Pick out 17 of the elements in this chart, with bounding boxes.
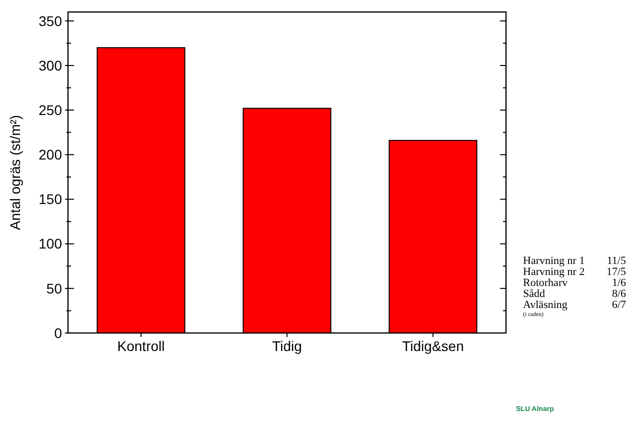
- y-tick-label: 50: [46, 280, 62, 296]
- y-tick-label: 0: [54, 324, 62, 341]
- y-tick-label: 150: [38, 191, 62, 208]
- y-tick-label: 100: [38, 236, 62, 252]
- y-tick-label: 350: [38, 12, 62, 29]
- x-tick-label: Tidig&sen: [402, 338, 464, 354]
- text: Avläsning 6/7: [523, 299, 626, 311]
- x-tick-label: Tidig: [272, 338, 302, 354]
- y-tick-label: 250: [38, 102, 62, 118]
- y-tick-label: 200: [38, 146, 62, 163]
- text: Sådd 8/6: [523, 288, 626, 300]
- y-tick-label: 300: [38, 57, 62, 74]
- text: Rotorharv 1/6: [523, 277, 626, 289]
- x-tick-label: Kontroll: [117, 338, 165, 354]
- y-axis-title: Antal ogräs (st/m²): [7, 114, 23, 230]
- text: Harvning nr 2 17/5: [523, 266, 626, 278]
- text: Harvning nr 1 11/5: [523, 255, 626, 267]
